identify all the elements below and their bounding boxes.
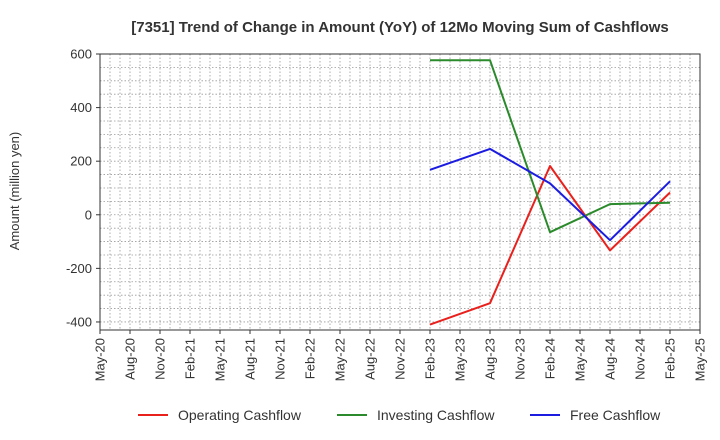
x-tick-label: Nov-24	[633, 338, 648, 380]
x-tick-label: Nov-20	[153, 338, 168, 380]
x-tick-label: Feb-25	[663, 338, 678, 379]
chart-title: [7351] Trend of Change in Amount (YoY) o…	[131, 19, 669, 36]
x-tick-label: Aug-24	[603, 338, 618, 380]
x-tick-label: Feb-21	[183, 338, 198, 379]
x-tick-label: May-21	[213, 338, 228, 381]
x-tick-label: May-24	[573, 338, 588, 381]
y-tick-label: 400	[70, 100, 92, 115]
x-tick-label: May-25	[693, 338, 708, 381]
y-tick-label: 0	[85, 207, 92, 222]
y-tick-label: 600	[70, 47, 92, 62]
grid	[99, 53, 701, 330]
x-tick-label: Feb-24	[543, 338, 558, 379]
legend-label: Operating Cashflow	[178, 407, 302, 423]
x-tick-label: Nov-23	[513, 338, 528, 380]
x-tick-label: Feb-22	[303, 338, 318, 379]
x-tick-label: May-22	[333, 338, 348, 381]
y-axis-label: Amount (million yen)	[7, 132, 22, 251]
x-tick-label: Feb-23	[423, 338, 438, 379]
x-tick-label: Aug-20	[123, 338, 138, 380]
x-tick-label: Aug-23	[483, 338, 498, 380]
legend: Operating Cashflow Investing Cashflow Free…	[138, 407, 661, 423]
x-tick-label: May-20	[93, 338, 108, 381]
x-tick-label: Aug-22	[363, 338, 378, 380]
y-tick-label: -400	[66, 314, 92, 329]
series-line-free-cashflow	[429, 147, 671, 242]
legend-label: Free Cashflow	[570, 407, 661, 423]
series-lines	[429, 59, 671, 326]
x-tick-label: Nov-22	[393, 338, 408, 380]
x-tick-label: May-23	[453, 338, 468, 381]
x-tick-label: Nov-21	[273, 338, 288, 380]
series-line-investing-cashflow	[430, 59, 671, 234]
x-tick-label: Aug-21	[243, 338, 258, 380]
legend-label: Investing Cashflow	[377, 407, 495, 423]
y-tick-label: -200	[66, 261, 92, 276]
y-tick-label: 200	[70, 154, 92, 169]
series-line-operating-cashflow	[429, 165, 671, 326]
